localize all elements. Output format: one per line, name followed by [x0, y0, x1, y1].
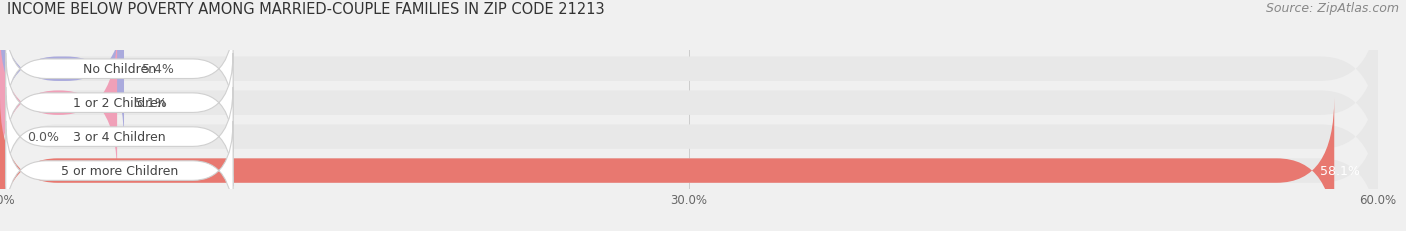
FancyBboxPatch shape: [6, 54, 233, 153]
FancyBboxPatch shape: [0, 65, 1378, 209]
FancyBboxPatch shape: [6, 20, 233, 119]
FancyBboxPatch shape: [0, 98, 1378, 231]
Text: 5.4%: 5.4%: [142, 63, 174, 76]
FancyBboxPatch shape: [0, 98, 1334, 231]
FancyBboxPatch shape: [6, 88, 233, 186]
FancyBboxPatch shape: [0, 0, 1378, 142]
FancyBboxPatch shape: [0, 31, 117, 176]
FancyBboxPatch shape: [6, 122, 233, 220]
Text: 5.1%: 5.1%: [135, 97, 167, 110]
Text: INCOME BELOW POVERTY AMONG MARRIED-COUPLE FAMILIES IN ZIP CODE 21213: INCOME BELOW POVERTY AMONG MARRIED-COUPL…: [7, 2, 605, 17]
Text: Source: ZipAtlas.com: Source: ZipAtlas.com: [1265, 2, 1399, 15]
FancyBboxPatch shape: [0, 0, 124, 142]
Text: 58.1%: 58.1%: [1320, 164, 1360, 177]
Text: No Children: No Children: [83, 63, 156, 76]
Text: 0.0%: 0.0%: [28, 131, 59, 143]
Text: 5 or more Children: 5 or more Children: [60, 164, 179, 177]
Text: 1 or 2 Children: 1 or 2 Children: [73, 97, 166, 110]
Text: 3 or 4 Children: 3 or 4 Children: [73, 131, 166, 143]
FancyBboxPatch shape: [0, 31, 1378, 176]
